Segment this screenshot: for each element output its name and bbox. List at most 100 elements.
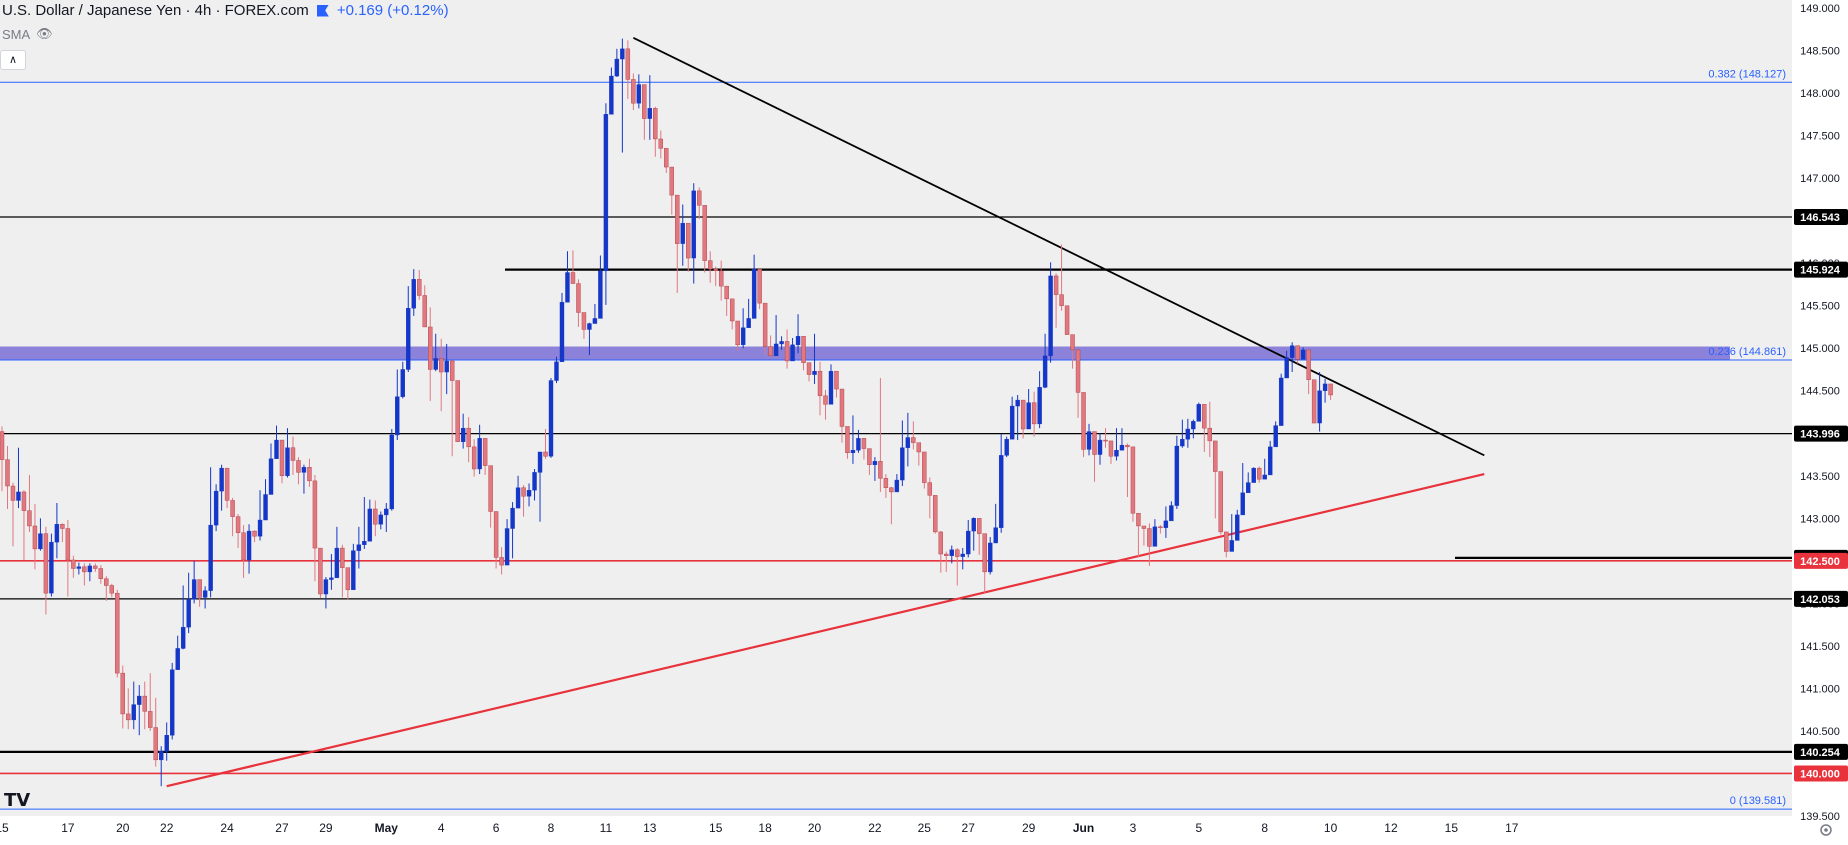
candle-body (675, 194, 680, 244)
candle-body (455, 380, 460, 442)
candle-body (1015, 399, 1020, 407)
candle-body (812, 370, 817, 375)
candle-body (197, 579, 202, 598)
price-tick: 139.500 (1800, 811, 1840, 823)
time-tick: 29 (319, 821, 333, 835)
candle-body (735, 320, 740, 346)
candle-body (395, 396, 400, 436)
candle-body (5, 459, 10, 487)
candle-body (1064, 305, 1070, 335)
resistance-zone (0, 346, 1730, 361)
time-axis[interactable] (0, 816, 1792, 840)
candle-body (636, 84, 642, 104)
indicator-legend[interactable]: SMA 👁 (2, 26, 53, 42)
candle-body (1246, 482, 1251, 494)
settings-icon[interactable] (1820, 824, 1832, 836)
candle-body (477, 438, 482, 470)
chart-header: U.S. Dollar / Japanese Yen · 4h · FOREX.… (2, 2, 449, 19)
time-tick: May (375, 821, 399, 835)
candle-body (724, 285, 729, 300)
candle-body (345, 567, 351, 590)
candle-body (592, 318, 598, 324)
candle-body (949, 549, 954, 556)
candle-body (548, 380, 554, 457)
candle-body (98, 568, 104, 579)
candle-body (653, 108, 658, 140)
candle-body (449, 360, 455, 381)
candle-body (126, 713, 131, 721)
candle-body (1158, 526, 1163, 529)
candle-body (1081, 392, 1086, 450)
candle-body (1042, 355, 1048, 388)
candle-body (938, 531, 943, 555)
candle-body (691, 190, 696, 259)
price-tag-text-6: 142.500 (1800, 556, 1840, 568)
candle-body (658, 138, 663, 149)
eye-off-icon[interactable]: 👁 (36, 26, 53, 41)
candle-body (922, 451, 927, 483)
price-tag-text-7: 142.053 (1800, 594, 1840, 606)
tradingview-logo-icon[interactable]: 𝗧𝗩 (4, 790, 31, 810)
price-tick: 140.500 (1800, 726, 1840, 738)
candle-body (905, 437, 911, 448)
collapse-legend-button[interactable]: ∧ (0, 50, 26, 70)
candle-body (856, 438, 861, 451)
candle-body (1262, 474, 1267, 480)
candle-body (1053, 275, 1059, 295)
price-tick: 149.000 (1800, 3, 1840, 15)
candle-body (795, 336, 801, 346)
candle-body (164, 735, 169, 752)
candle-body (762, 302, 768, 347)
candle-body (87, 565, 93, 573)
candle-body (850, 450, 856, 454)
candle-body (960, 553, 965, 557)
indicator-name[interactable]: SMA (2, 26, 31, 42)
candle-body (773, 343, 779, 357)
candle-body (894, 479, 900, 493)
time-tick: 20 (808, 821, 822, 835)
candle-body (312, 480, 318, 549)
candle-body (1103, 439, 1108, 442)
time-tick: 15 (0, 821, 9, 835)
time-tick: 5 (1195, 821, 1202, 835)
candle-body (137, 695, 142, 705)
candle-body (1328, 383, 1333, 396)
candle-body (1174, 445, 1180, 506)
price-tag-9 (1794, 765, 1848, 782)
candle-body (603, 114, 609, 272)
price-tag-4 (1794, 425, 1848, 442)
candle-body (708, 260, 713, 270)
candle-body (768, 346, 773, 357)
candle-body (1289, 345, 1295, 358)
candle-body (1147, 528, 1152, 547)
candle-body (1119, 444, 1125, 451)
candle-body (1136, 513, 1141, 527)
candle-body (367, 508, 373, 542)
candle-body (1114, 450, 1119, 457)
candle-body (988, 542, 993, 573)
resistance-zone-layer (0, 346, 1730, 361)
price-tag-8 (1794, 743, 1848, 760)
candle-body (521, 487, 526, 497)
candle-body (1295, 345, 1300, 360)
candle-body (202, 590, 208, 598)
candle-body (647, 108, 653, 119)
candle-body (625, 48, 631, 80)
candle-body (76, 566, 82, 569)
candle-body (933, 495, 938, 533)
price-change: +0.169 (+0.12%) (336, 2, 449, 19)
time-tick: Jun (1073, 821, 1094, 835)
candle-body (526, 490, 532, 497)
price-axis[interactable] (1792, 0, 1848, 840)
time-tick: 29 (1022, 821, 1036, 835)
price-tick: 147.500 (1800, 131, 1840, 143)
candle-body (1213, 440, 1218, 472)
candle-body (466, 427, 471, 448)
candle-body (817, 370, 823, 397)
price-tick: 143.000 (1800, 513, 1840, 525)
candle-body (801, 336, 806, 363)
symbol-title[interactable]: U.S. Dollar / Japanese Yen · 4h · FOREX.… (2, 2, 309, 19)
plot-area[interactable] (0, 0, 1792, 816)
